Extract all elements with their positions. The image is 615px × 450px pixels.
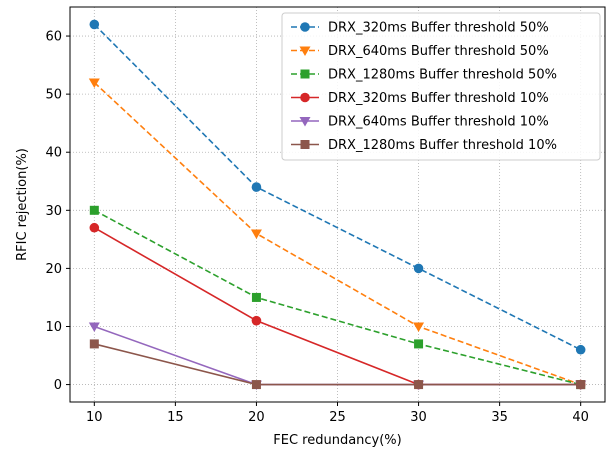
x-axis-label: FEC redundancy(%)	[273, 433, 401, 448]
legend-item: DRX_1280ms Buffer threshold 50%	[291, 68, 557, 83]
data-point-marker	[251, 292, 261, 302]
y-tick-label: 50	[45, 88, 62, 103]
data-point-marker	[575, 344, 586, 355]
x-tick-label: 20	[248, 410, 265, 425]
data-point-marker	[88, 78, 100, 89]
legend-item: DRX_640ms Buffer threshold 50%	[291, 44, 549, 59]
y-tick-label: 10	[45, 320, 62, 335]
x-tick-label: 35	[491, 410, 508, 425]
data-point-marker	[251, 182, 262, 192]
legend-swatch-marker	[300, 140, 310, 149]
series-line	[94, 343, 581, 386]
x-tick-label: 25	[329, 410, 346, 425]
data-point-marker	[250, 229, 262, 240]
legend-box	[281, 12, 601, 161]
y-tick-label: 20	[45, 262, 62, 277]
legend-label: DRX_640ms Buffer threshold 50%	[328, 44, 549, 59]
data-point-marker	[251, 315, 262, 326]
data-point-marker	[251, 380, 261, 390]
series-line	[93, 209, 581, 386]
legend-swatch-marker	[300, 22, 310, 32]
data-point-marker	[413, 263, 424, 274]
y-tick-label: 0	[54, 378, 62, 393]
legend-swatch-marker	[299, 117, 311, 127]
axis-ticks: 10 15 20 25 30 35 40 0 10 20 30 40 50 60	[45, 30, 589, 425]
legend-label: DRX_640ms Buffer threshold 10%	[328, 115, 549, 130]
legend-item: DRX_640ms Buffer threshold 10%	[291, 115, 549, 130]
data-point-marker	[88, 322, 100, 332]
x-tick-label: 30	[410, 410, 427, 425]
data-point-marker	[414, 380, 424, 390]
legend-label: DRX_1280ms Buffer threshold 50%	[328, 68, 557, 83]
data-point-marker	[89, 339, 99, 349]
legend-swatch-marker	[300, 92, 310, 103]
data-point-marker	[89, 19, 100, 30]
legend-label: DRX_1280ms Buffer threshold 10%	[328, 138, 557, 153]
legend-item: DRX_320ms Buffer threshold 50%	[291, 21, 549, 36]
legend-swatch-marker	[300, 69, 310, 79]
y-tick-label: 60	[45, 30, 62, 45]
series-1	[89, 19, 586, 355]
x-tick-label: 40	[572, 410, 589, 425]
x-tick-label: 15	[167, 410, 184, 425]
y-tick-label: 40	[45, 146, 62, 161]
y-tick-label: 30	[45, 204, 62, 219]
data-point-marker	[413, 322, 425, 332]
y-axis-label: RFIC rejection(%)	[15, 148, 30, 261]
data-point-marker	[89, 205, 99, 215]
data-point-marker	[89, 222, 100, 233]
series-group	[88, 19, 587, 391]
legend-label: DRX_320ms Buffer threshold 10%	[328, 91, 549, 106]
x-tick-label: 10	[86, 410, 103, 425]
data-point-marker	[576, 380, 586, 390]
data-point-marker	[414, 339, 424, 349]
legend-item: DRX_320ms Buffer threshold 10%	[291, 91, 549, 106]
legend: DRX_320ms Buffer threshold 50% DRX_640ms …	[281, 12, 601, 161]
legend-item: DRX_1280ms Buffer threshold 10%	[291, 138, 557, 153]
legend-swatch-marker	[299, 46, 311, 56]
series-line	[93, 81, 581, 386]
series-6	[89, 339, 586, 390]
legend-label: DRX_320ms Buffer threshold 50%	[328, 21, 549, 36]
series-line	[93, 23, 582, 351]
